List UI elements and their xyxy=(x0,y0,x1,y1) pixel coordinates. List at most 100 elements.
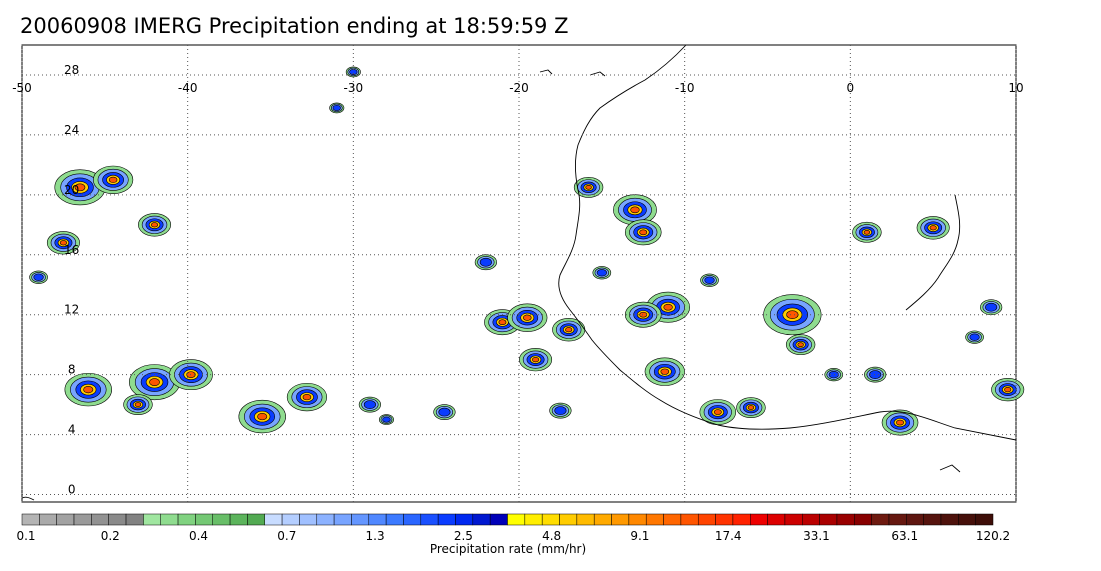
rain-cell xyxy=(329,102,345,114)
colorbar-swatch xyxy=(923,513,942,526)
rain-contour xyxy=(532,357,540,363)
rain-cell xyxy=(824,368,844,382)
colorbar-swatch xyxy=(316,513,335,526)
rain-contour xyxy=(896,419,904,426)
rain-contour xyxy=(554,406,567,415)
rain-cell xyxy=(238,399,286,434)
rain-cell xyxy=(864,366,887,383)
colorbar-swatch xyxy=(125,513,144,526)
colorbar-swatch xyxy=(39,513,57,526)
rain-contour xyxy=(660,368,670,375)
rain-cell xyxy=(573,176,604,198)
colorbar-swatch xyxy=(507,513,526,526)
colorbar-swatch xyxy=(836,513,855,526)
rain-contour xyxy=(1004,387,1012,393)
colorbar-swatch xyxy=(854,513,872,526)
rain-contour xyxy=(639,229,648,236)
rain-contour xyxy=(713,409,722,415)
rain-cell xyxy=(286,382,328,412)
colorbar-swatch xyxy=(437,513,456,526)
colorbar-swatch xyxy=(229,513,248,526)
colorbar-tick: 2.5 xyxy=(454,529,473,543)
rain-contour xyxy=(786,310,799,320)
colorbar-swatch xyxy=(645,513,664,526)
lat-tick-label: 4 xyxy=(68,423,76,437)
rain-contour xyxy=(332,104,341,111)
rain-cell xyxy=(881,409,919,436)
lon-tick-label: -50 xyxy=(12,81,32,95)
colorbar-tick: 9.1 xyxy=(630,529,649,543)
rain-cell xyxy=(433,404,456,420)
rain-cell xyxy=(552,318,586,342)
colorbar-swatch xyxy=(264,513,283,526)
rain-contour xyxy=(969,333,980,341)
colorbar-swatch xyxy=(732,513,751,526)
colorbar-swatch xyxy=(403,513,422,526)
lon-tick-label: 0 xyxy=(847,81,855,95)
coastline xyxy=(21,44,1017,501)
lat-tick-label: 12 xyxy=(64,303,79,317)
rain-cell xyxy=(736,397,766,418)
colorbar-swatch xyxy=(975,513,994,526)
colorbar-swatch xyxy=(177,513,196,526)
colorbar-swatch xyxy=(663,513,682,526)
colorbar-swatch xyxy=(299,513,318,526)
colorbar-swatch xyxy=(784,513,803,526)
lon-tick-label: -40 xyxy=(178,81,198,95)
colorbar-tick: 0.2 xyxy=(101,529,120,543)
rain-cell xyxy=(916,216,950,240)
rain-contour xyxy=(869,370,882,379)
rain-cell xyxy=(624,301,662,328)
rain-cell xyxy=(965,330,984,344)
colorbar-swatch xyxy=(802,513,820,526)
rain-contour xyxy=(704,276,715,284)
rain-cell xyxy=(507,303,548,332)
colorbar-swatch xyxy=(541,513,560,526)
lon-tick-label: -20 xyxy=(509,81,529,95)
rain-contour xyxy=(257,413,268,421)
rain-contour xyxy=(108,176,118,183)
rain-contour xyxy=(498,319,507,326)
map-title: 20060908 IMERG Precipitation ending at 1… xyxy=(20,14,569,38)
colorbar-swatch xyxy=(576,513,595,526)
rain-contour xyxy=(639,311,648,318)
rain-contour xyxy=(585,185,592,190)
colorbar-swatch xyxy=(871,513,890,526)
rain-contour xyxy=(863,229,871,235)
colorbar-swatch xyxy=(212,513,231,526)
colorbar-swatch xyxy=(489,513,508,526)
colorbar-swatch xyxy=(143,513,161,526)
colorbar-swatch xyxy=(628,513,647,526)
colorbar-tick: 0.4 xyxy=(189,529,208,543)
rain-cell xyxy=(980,299,1003,316)
colorbar-swatch xyxy=(715,513,734,526)
colorbar-swatch xyxy=(333,513,352,526)
colorbar-swatch xyxy=(56,513,75,526)
colorbar-swatch xyxy=(420,513,439,526)
rain-contour xyxy=(565,327,573,333)
rain-cell xyxy=(519,348,553,372)
colorbar-swatch xyxy=(750,513,768,526)
colorbar-swatch xyxy=(819,513,838,526)
rain-contour xyxy=(33,273,44,281)
rain-cell xyxy=(613,194,657,226)
rain-cell xyxy=(785,334,816,356)
colorbar-swatch xyxy=(559,513,578,526)
colorbar-swatch xyxy=(21,513,40,526)
rain-cell xyxy=(138,213,172,237)
rain-cell xyxy=(345,66,361,78)
rain-contour xyxy=(382,416,391,423)
rain-contour xyxy=(985,302,998,312)
rain-cell xyxy=(93,165,134,195)
colorbar-label: Precipitation rate (mm/hr) xyxy=(429,542,587,556)
lat-tick-label: 16 xyxy=(64,243,79,257)
colorbar-swatch xyxy=(697,513,716,526)
rain-contour xyxy=(663,303,673,311)
colorbar-swatch xyxy=(593,513,612,526)
rain-contour xyxy=(438,407,451,417)
colorbar xyxy=(21,513,994,526)
colorbar-swatch xyxy=(958,513,976,526)
lon-tick-label: 10 xyxy=(1008,81,1023,95)
graticule xyxy=(21,45,1017,502)
rain-cell xyxy=(64,372,112,407)
